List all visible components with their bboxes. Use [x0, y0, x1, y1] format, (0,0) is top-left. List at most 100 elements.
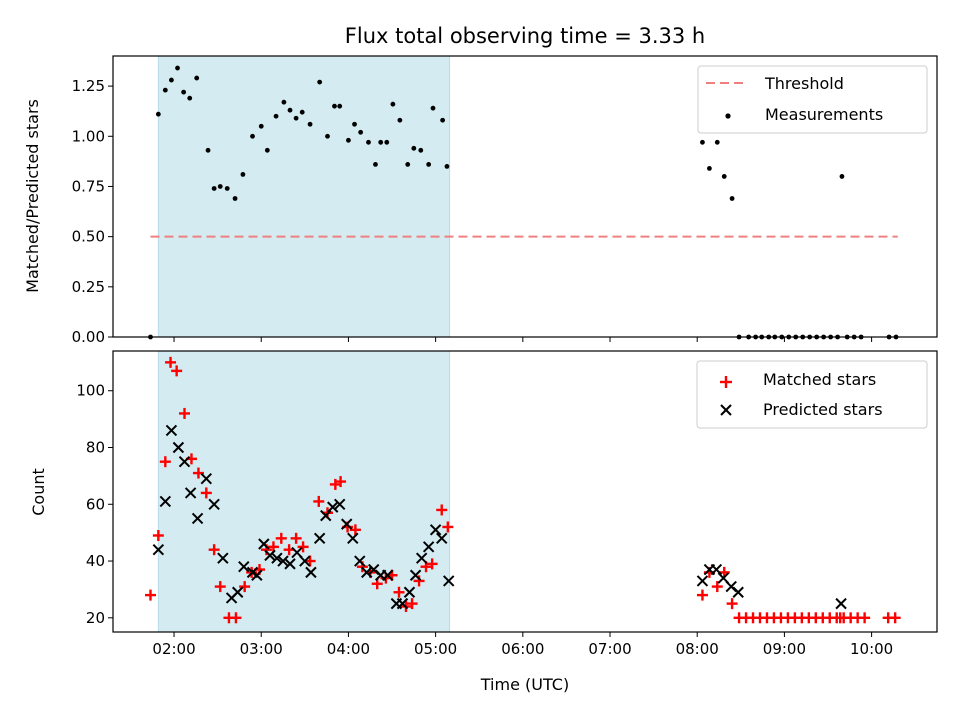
measurement-point	[205, 147, 211, 153]
legend-measurements-label: Measurements	[765, 105, 883, 124]
measurement-point	[317, 79, 323, 85]
measurement-point	[211, 186, 217, 191]
predicted-star-point	[732, 586, 744, 598]
predicted-star-point	[340, 518, 353, 530]
predicted-star-point	[264, 549, 276, 562]
top-legend-box	[697, 65, 928, 134]
matched-star-point	[413, 575, 425, 587]
predicted-star-point	[347, 532, 359, 545]
measurement-point	[444, 163, 450, 169]
predicted-star-point	[361, 566, 373, 579]
predicted-star-point	[208, 498, 220, 510]
measurement-point	[194, 75, 200, 81]
predicted-star-point	[159, 495, 172, 508]
predicted-star-point	[442, 575, 455, 587]
measurement-point	[240, 172, 246, 177]
matched-star-point	[179, 407, 191, 419]
measurement-point	[162, 87, 168, 93]
y-tick-label: 0.75	[72, 177, 105, 195]
predicted-star-point	[696, 575, 709, 587]
legend-matched-swatch	[720, 376, 732, 388]
measurement-point	[430, 105, 436, 111]
matched-star-point	[406, 598, 418, 610]
measurement-point	[390, 101, 396, 107]
measurement-point	[384, 139, 390, 145]
y-tick-label: 0.50	[72, 228, 105, 246]
top-x-ticks	[173, 337, 873, 342]
predicted-star-point	[381, 569, 394, 581]
measurement-point	[358, 129, 364, 135]
y-tick-label: 20	[86, 609, 105, 627]
predicted-star-point	[334, 498, 346, 510]
y-tick-label: 40	[86, 552, 105, 570]
predicted-star-point	[238, 561, 250, 573]
measurement-point	[281, 99, 287, 105]
measurement-point	[729, 196, 735, 201]
predicted-star-point	[403, 586, 416, 598]
x-axis-label: Time (UTC)	[480, 675, 569, 694]
bottom-y-ticks: 20 40 60 80 100	[76, 382, 113, 627]
y-tick-label: 60	[86, 495, 105, 513]
chart-title: Flux total observing time = 3.33 h	[345, 24, 705, 48]
predicted-star-point	[422, 541, 435, 553]
bottom-legend: Matched stars Predicted stars	[696, 360, 928, 429]
predicted-star-point	[172, 441, 185, 454]
predicted-star-point	[271, 552, 283, 564]
matched-star-point	[171, 365, 183, 377]
bottom-y-axis-label: Count	[29, 468, 48, 516]
measurement-point	[181, 89, 187, 95]
matched-star-point	[335, 476, 347, 488]
measurement-point	[258, 123, 264, 129]
predicted-star-point	[178, 455, 191, 468]
measurement-point	[273, 113, 279, 119]
measurement-point	[352, 121, 357, 127]
top-axes-frame	[112, 55, 938, 338]
x-tick-label: 06:00	[501, 640, 544, 658]
measurement-point	[169, 77, 174, 83]
top-y-axis-label: Matched/Predicted stars	[23, 99, 42, 293]
matched-star-point	[214, 581, 226, 593]
matched-star-point	[436, 504, 448, 516]
bottom-x-ticks: 02:00 03:00 04:00 05:00 06:00 07:00 08:00 09:00…	[152, 632, 893, 658]
predicted-star-point	[299, 555, 311, 567]
predicted-star-point	[251, 569, 263, 581]
measurement-point	[155, 111, 161, 117]
legend-matched-label: Matched stars	[763, 370, 876, 389]
measurement-point	[217, 184, 223, 189]
predicted-star-point	[284, 558, 296, 570]
x-tick-label: 10:00	[850, 640, 893, 658]
legend-predicted-label: Predicted stars	[763, 400, 883, 419]
predicted-star-point	[313, 532, 326, 545]
measurement-point	[287, 107, 293, 113]
y-tick-label: 80	[86, 439, 105, 457]
measurement-point	[839, 174, 845, 179]
predicted-star-point	[409, 569, 422, 581]
measurement-point	[700, 139, 705, 145]
matched-star-point	[393, 586, 405, 598]
matched-star-point	[696, 589, 708, 601]
matched-star-point	[889, 612, 901, 624]
legend-predicted-swatch	[720, 404, 732, 416]
measurement-point	[224, 186, 230, 191]
predicted-star-point	[200, 473, 213, 485]
matched-star-point	[230, 612, 242, 624]
predicted-star-point	[835, 597, 847, 610]
measurement-point	[426, 161, 432, 167]
measurement-point	[373, 161, 378, 167]
measurement-point	[418, 147, 424, 153]
matched-star-point	[297, 541, 309, 553]
y-tick-label: 0.25	[72, 278, 105, 296]
matched-star-point	[239, 581, 251, 593]
x-tick-label: 09:00	[763, 640, 806, 658]
measurement-point	[307, 121, 313, 127]
x-tick-label: 08:00	[676, 640, 719, 658]
measurement-point	[232, 196, 238, 201]
measurement-point	[325, 133, 330, 139]
y-tick-label: 0.00	[72, 328, 105, 346]
predicted-star-point	[710, 563, 723, 576]
predicted-star-point	[327, 501, 339, 513]
y-tick-label: 1.00	[72, 127, 105, 145]
measurement-point	[397, 117, 403, 123]
matched-star-point	[152, 529, 164, 541]
top-panel: 0.00 0.25 0.50 0.75 1.00 1.25 Matched/Predict…	[23, 55, 938, 346]
